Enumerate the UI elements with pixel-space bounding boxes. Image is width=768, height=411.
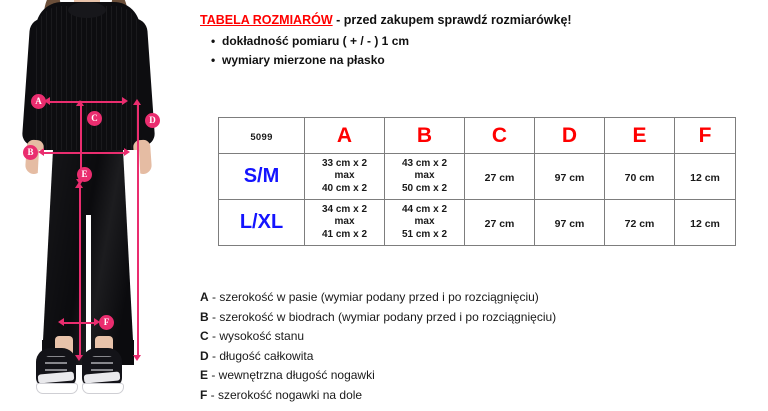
legend-text: - szerokość w biodrach (wymiar podany pr… (208, 309, 557, 324)
legend-item-f: F - szerokość nogawki na dole (200, 386, 556, 406)
measure-line-d (137, 104, 139, 357)
measure-line-f (62, 322, 96, 324)
measure-line-c (80, 105, 82, 181)
table-header-a: A (304, 117, 385, 154)
measure-arrow-e-top (75, 182, 83, 188)
cell-sm-b: 43 cm x 2 max 50 cm x 2 (384, 153, 465, 200)
legend-key: B (200, 309, 209, 324)
cell-sm-c: 27 cm (464, 153, 535, 200)
legend-key: F (200, 387, 208, 402)
shoe-sole (82, 383, 124, 394)
legend-item-c: C - wysokość stanu (200, 327, 556, 347)
shoe-sole (36, 383, 78, 394)
table-header-b: B (384, 117, 465, 154)
measure-arrow-b-right (124, 148, 130, 156)
measure-arrow-d-bottom (133, 355, 141, 361)
model-shoe-left (36, 348, 78, 394)
note-text: wymiary mierzone na płasko (222, 53, 385, 67)
bullet-icon: • (211, 34, 216, 48)
legend-text: - długość całkowita (208, 348, 314, 363)
legend-item-a: A - szerokość w pasie (wymiar podany prz… (200, 288, 556, 308)
measurement-legend: A - szerokość w pasie (wymiar podany prz… (200, 288, 556, 405)
legend-item-b: B - szerokość w biodrach (wymiar podany … (200, 308, 556, 328)
shoe-stripe (37, 371, 75, 384)
size-label: L/XL (239, 211, 284, 233)
measure-marker-b: B (23, 145, 38, 160)
measure-line-e (79, 187, 81, 357)
legend-text: - szerokość w pasie (wymiar podany przed… (208, 290, 539, 304)
measure-arrow-e-bottom (75, 355, 83, 361)
table-header-c: C (464, 117, 535, 154)
size-label: S/M (243, 165, 280, 187)
model-leg-gap (86, 215, 91, 367)
product-photo-panel: A B C D E F (0, 0, 195, 411)
table-header-f: F (674, 117, 736, 154)
title-rest: - przed zakupem sprawdź rozmiarówkę! (332, 13, 572, 27)
measure-marker-d: D (145, 113, 160, 128)
measure-marker-c: C (87, 111, 102, 126)
size-table: 5099 A B C D E F S/M 33 cm x 2 max 40 cm… (218, 117, 736, 246)
cell-sm-e: 70 cm (604, 153, 675, 200)
legend-key: C (200, 329, 209, 343)
legend-text: - wysokość stanu (208, 329, 305, 343)
measure-arrow-a-left (44, 97, 50, 105)
shoe-stripe (83, 371, 121, 384)
table-header-e: E (604, 117, 675, 154)
cell-lxl-f: 12 cm (674, 199, 736, 246)
page-title: TABELA ROZMIARÓW - przed zakupem sprawdź… (200, 12, 572, 28)
measure-marker-e: E (77, 167, 92, 182)
legend-item-e: E - wewnętrzna długość nogawki (200, 366, 556, 386)
measure-arrow-d-top (133, 99, 141, 105)
measure-arrow-b-left (38, 148, 44, 156)
model-sweater (36, 2, 140, 160)
cell-sm-f: 12 cm (674, 153, 736, 200)
cell-lxl-c: 27 cm (464, 199, 535, 246)
table-header-row: 5099 A B C D E F (218, 117, 736, 154)
cell-lxl-e: 72 cm (604, 199, 675, 246)
measure-arrow-f-right (94, 318, 100, 326)
model-sweater-collar (68, 2, 106, 18)
table-product-code-cell: 5099 (218, 117, 305, 154)
model-sweater-ribbing (36, 6, 140, 160)
notes-list: • dokładność pomiaru ( + / - ) 1 cm • wymi… (211, 32, 409, 70)
bullet-icon: • (211, 53, 216, 67)
table-row: S/M 33 cm x 2 max 40 cm x 2 43 cm x 2 ma… (218, 153, 736, 200)
measure-arrow-a-right (122, 97, 128, 105)
measure-line-a (48, 101, 124, 103)
product-code: 5099 (250, 131, 273, 143)
legend-key: D (200, 348, 209, 363)
size-label-cell: L/XL (218, 199, 305, 246)
table-header-d: D (534, 117, 605, 154)
measure-marker-a: A (31, 94, 46, 109)
legend-text: - szerokość nogawki na dole (207, 387, 363, 402)
model-shoe-right (82, 348, 124, 394)
table-row: L/XL 34 cm x 2 max 41 cm x 2 44 cm x 2 m… (218, 199, 736, 246)
list-item: • wymiary mierzone na płasko (211, 51, 409, 70)
model-illustration (0, 0, 195, 411)
size-label-cell: S/M (218, 153, 305, 200)
cell-sm-d: 97 cm (534, 153, 605, 200)
legend-item-d: D - długość całkowita (200, 347, 556, 367)
cell-lxl-a: 34 cm x 2 max 41 cm x 2 (304, 199, 385, 246)
title-emphasis: TABELA ROZMIARÓW (200, 13, 333, 27)
legend-key: A (200, 290, 209, 304)
measure-arrow-f-left (58, 318, 64, 326)
measure-marker-f: F (99, 315, 114, 330)
size-chart-content: TABELA ROZMIARÓW - przed zakupem sprawdź… (195, 0, 768, 411)
cell-lxl-d: 97 cm (534, 199, 605, 246)
legend-key: E (200, 368, 209, 382)
cell-lxl-b: 44 cm x 2 max 51 cm x 2 (384, 199, 465, 246)
measure-line-b (42, 152, 126, 154)
cell-sm-a: 33 cm x 2 max 40 cm x 2 (304, 153, 385, 200)
measure-arrow-c-top (76, 100, 84, 106)
legend-text: - wewnętrzna długość nogawki (208, 368, 375, 382)
note-text: dokładność pomiaru ( + / - ) 1 cm (222, 34, 410, 48)
list-item: • dokładność pomiaru ( + / - ) 1 cm (211, 32, 409, 51)
